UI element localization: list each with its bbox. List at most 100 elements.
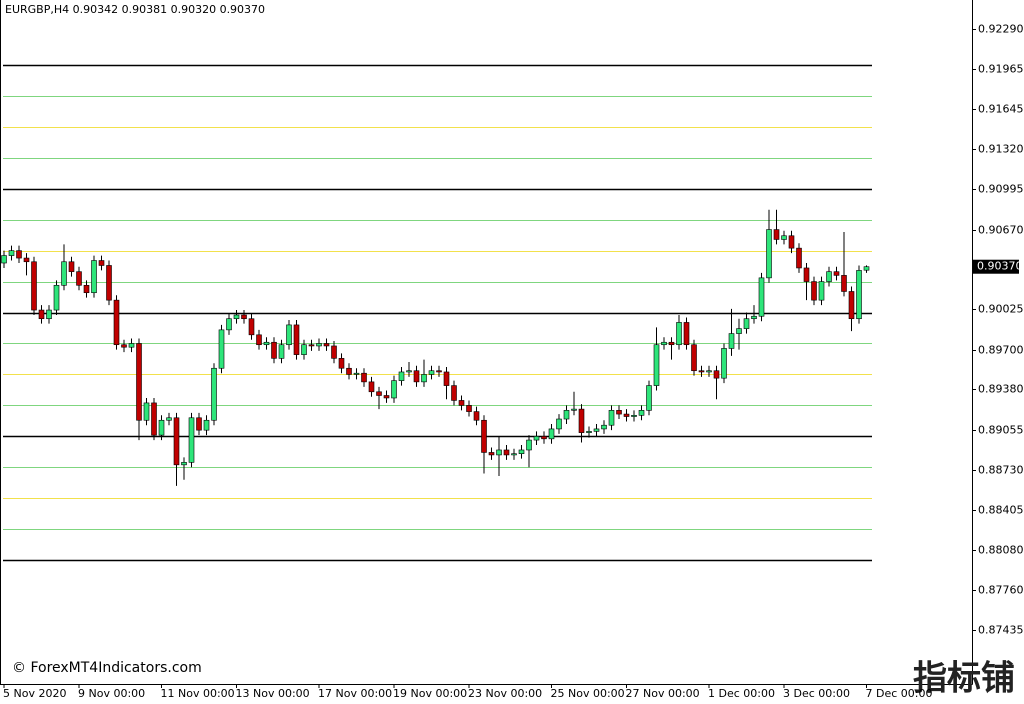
candle-body — [758, 277, 765, 317]
chart-title: EURGBP,H4 0.90342 0.90381 0.90320 0.9037… — [5, 3, 265, 16]
candle-body — [143, 402, 150, 421]
y-tick-label: 0.89055 — [978, 424, 1024, 437]
candle-body — [278, 344, 285, 359]
x-tick-label: 13 Nov 00:00 — [236, 687, 310, 700]
y-tick-label: 0.90670 — [978, 224, 1024, 237]
candle-body — [533, 436, 540, 441]
candle-body — [593, 428, 600, 432]
candle-body — [586, 431, 592, 433]
y-tick-label: 0.90025 — [978, 303, 1024, 316]
candle-body — [841, 275, 847, 292]
candle-body — [503, 449, 510, 456]
brand-logo: 指标铺 — [913, 659, 1015, 699]
candle-body — [571, 408, 577, 411]
candle-body — [481, 419, 487, 453]
candle-body — [188, 417, 195, 463]
candle-body — [61, 261, 67, 286]
x-tick-label: 3 Dec 00:00 — [783, 687, 850, 700]
candle-body — [76, 271, 82, 286]
candle-body — [136, 343, 142, 421]
candle-body — [526, 439, 532, 451]
candle-body — [676, 322, 682, 346]
candle-body — [616, 410, 622, 415]
candle-body — [83, 284, 90, 294]
candle-body — [121, 344, 127, 348]
candle-body — [368, 381, 375, 393]
candle-body — [38, 309, 45, 320]
candle-body — [158, 419, 165, 436]
candle-body — [151, 402, 157, 436]
candle-body — [8, 250, 15, 256]
candle-body — [796, 247, 802, 269]
candle-body — [166, 417, 172, 421]
candle-body — [241, 314, 247, 320]
x-tick-label: 25 Nov 00:00 — [551, 687, 625, 700]
candle-body — [376, 391, 382, 396]
candle-body — [511, 453, 517, 456]
candle-body — [646, 385, 652, 411]
candle-body — [106, 265, 112, 301]
x-tick-label: 1 Dec 00:00 — [708, 687, 775, 700]
x-tick-label: 9 Nov 00:00 — [78, 687, 145, 700]
candle-body — [181, 462, 187, 466]
x-tick-label: 19 Nov 00:00 — [393, 687, 467, 700]
candle-body — [518, 449, 525, 454]
y-tick-label: 0.87435 — [978, 624, 1024, 637]
candle-body — [653, 344, 660, 386]
candle-body — [211, 367, 217, 421]
candle-body — [248, 318, 255, 336]
candle-body — [556, 418, 562, 430]
candle-body — [548, 428, 555, 440]
candle-body — [113, 299, 120, 346]
candle-body — [353, 372, 360, 375]
candle-body — [338, 358, 345, 369]
x-tick-label: 5 Nov 2020 — [3, 687, 66, 700]
candle-body — [53, 284, 60, 311]
candle-body — [488, 452, 495, 456]
candle-body — [578, 408, 585, 433]
y-tick-label: 0.91645 — [978, 103, 1024, 116]
candle-body — [301, 344, 307, 355]
candle-body — [16, 250, 22, 259]
candle-body — [721, 348, 727, 379]
candle-body — [803, 267, 810, 282]
y-tick-label: 0.91320 — [978, 143, 1024, 156]
x-tick-label: 27 Nov 00:00 — [626, 687, 700, 700]
candle-body — [286, 324, 292, 346]
candle-body — [91, 260, 97, 294]
candle-body — [68, 261, 75, 272]
x-tick-label: 7 Dec 00:00 — [866, 687, 933, 700]
candle-body — [706, 370, 712, 373]
candle-body — [406, 370, 412, 373]
candle-body — [451, 385, 457, 401]
candle-body — [736, 328, 742, 334]
candle-body — [218, 329, 225, 369]
candle-body — [563, 410, 570, 420]
candle-body — [788, 235, 795, 249]
candle-body — [308, 344, 315, 347]
candle-body — [728, 333, 735, 349]
y-tick-label: 0.91965 — [978, 63, 1024, 76]
candle-body — [713, 370, 720, 379]
candle-body — [413, 370, 420, 383]
candle-body — [383, 395, 390, 399]
candle-body — [631, 415, 637, 417]
candle-body — [496, 449, 502, 456]
candle-body — [316, 343, 322, 347]
candle-body — [826, 271, 832, 282]
candle-body — [346, 367, 352, 375]
x-tick-label: 17 Nov 00:00 — [318, 687, 392, 700]
candle-body — [421, 374, 427, 383]
candle-body — [436, 370, 442, 373]
candle-body — [638, 410, 645, 416]
candle-body — [443, 371, 450, 386]
candle-body — [226, 318, 232, 331]
candle-body — [856, 270, 862, 320]
candle-body — [751, 315, 757, 320]
candle-body — [128, 343, 135, 348]
candle-body — [683, 322, 690, 346]
candle-body — [601, 424, 607, 430]
candle-body — [31, 261, 37, 311]
candle-body — [398, 371, 405, 381]
